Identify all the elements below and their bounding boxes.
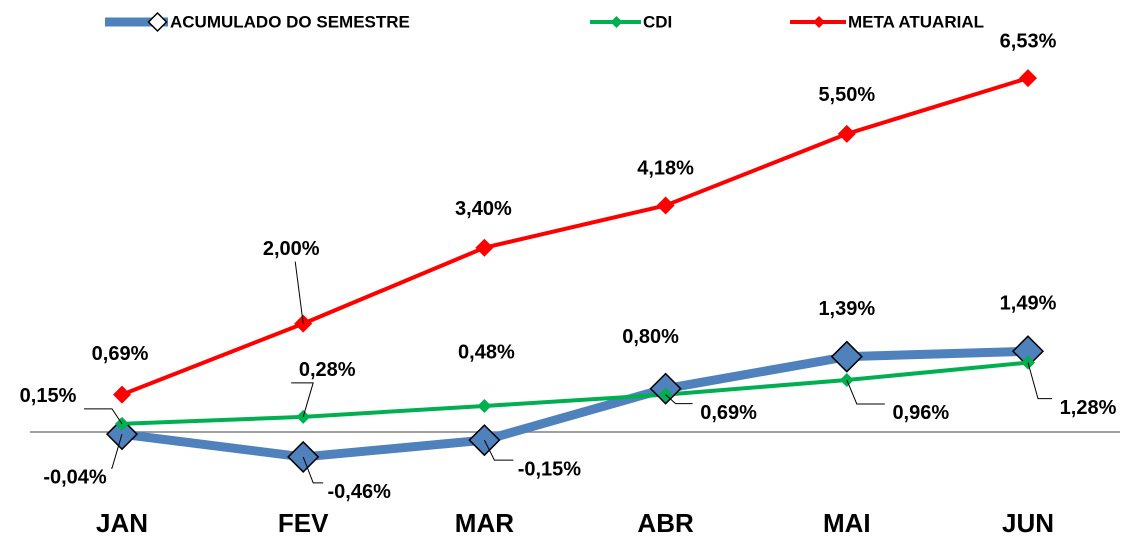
data-label: -0,46% (328, 481, 392, 503)
data-label: 5,50% (818, 84, 875, 106)
leader-line (84, 408, 123, 425)
data-label: 0,69% (92, 343, 149, 365)
series-line (121, 360, 1029, 426)
data-label: 6,53% (1000, 30, 1057, 52)
point-marker (113, 385, 131, 404)
data-label: 4,18% (637, 158, 694, 180)
legend-marker (813, 16, 825, 28)
leader-line (483, 439, 514, 461)
leader-line (294, 261, 304, 324)
leader-line (291, 382, 314, 417)
data-label: -0,04% (43, 466, 107, 488)
data-label: 2,00% (263, 238, 320, 260)
data-label: 0,15% (20, 385, 77, 407)
legend-marker (147, 11, 168, 33)
legend-label: ACUMULADO DO SEMESTRE (170, 12, 410, 31)
legend-label: META ATUARIAL (848, 12, 984, 31)
leader-line (302, 456, 324, 484)
data-label: 0,28% (299, 359, 356, 381)
point-marker (837, 124, 856, 143)
data-label: -0,15% (518, 458, 582, 480)
point-marker (656, 196, 675, 215)
leader-line (111, 434, 123, 469)
data-label: 0,96% (892, 402, 949, 424)
point-marker (1019, 69, 1037, 88)
x-tick-label: FEV (278, 508, 329, 538)
legend-label: CDI (643, 12, 672, 31)
legend-marker (610, 16, 623, 28)
data-label: 0,69% (700, 402, 757, 424)
x-tick-label: JUN (1002, 508, 1054, 538)
data-label: 1,28% (1060, 397, 1117, 419)
point-marker (477, 398, 492, 413)
data-label: 1,49% (1000, 293, 1057, 315)
leader-line (846, 379, 885, 405)
data-label: 1,39% (818, 298, 875, 320)
x-tick-label: MAI (823, 508, 871, 538)
x-tick-label: JAN (96, 508, 148, 538)
data-label: 0,80% (622, 326, 679, 348)
point-marker (830, 340, 863, 373)
x-tick-label: MAR (455, 508, 514, 538)
point-marker (475, 238, 494, 257)
leader-line (665, 394, 693, 405)
data-label: 3,40% (455, 198, 512, 220)
x-tick-label: ABR (637, 508, 694, 538)
series-line (121, 76, 1029, 397)
leader-line (1027, 362, 1052, 400)
data-label: 0,48% (458, 341, 515, 363)
series-line (121, 346, 1029, 462)
